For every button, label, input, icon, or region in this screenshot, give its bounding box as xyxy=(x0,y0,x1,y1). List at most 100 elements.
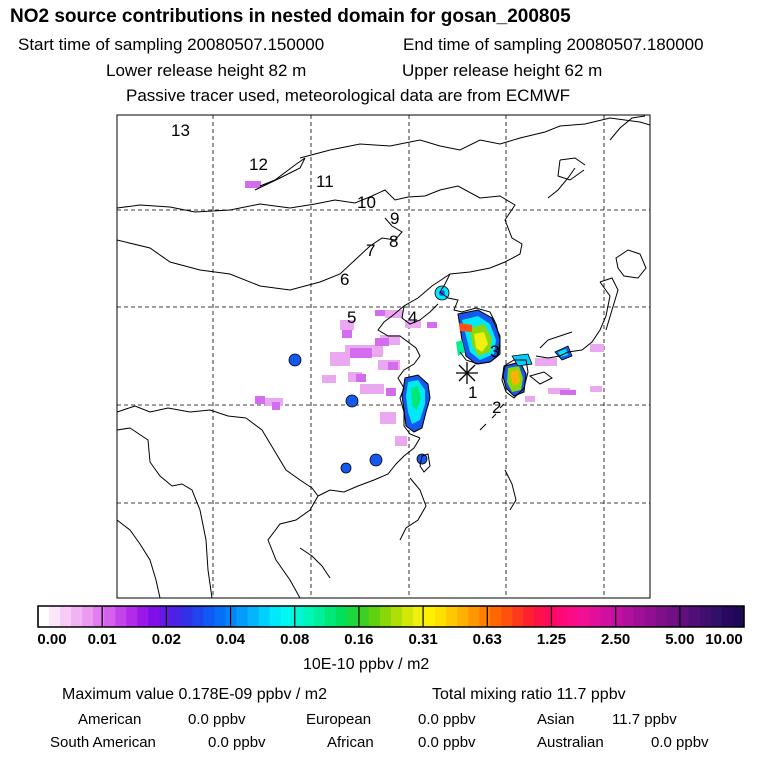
american-label: American xyxy=(78,711,142,728)
colorbar-swatch xyxy=(633,606,646,627)
colorbar-tick-label: 0.63 xyxy=(472,631,502,648)
colorbar-swatch xyxy=(203,606,215,627)
colorbar-swatch xyxy=(236,606,248,627)
source-contribution-plumes xyxy=(245,181,604,474)
traj-label-4: 4 xyxy=(408,308,417,327)
colorbar-tick-label: 5.00 xyxy=(665,631,695,648)
european-label: European xyxy=(306,711,372,728)
total-mixing-ratio: Total mixing ratio 11.7 ppbv xyxy=(432,686,626,703)
start-time: Start time of sampling 20080507.150000 xyxy=(18,35,325,54)
colorbar-tick-label: 0.01 xyxy=(87,631,117,648)
traj-label-13: 13 xyxy=(171,121,190,140)
colorbar-swatch xyxy=(644,606,657,627)
colorbar-swatch xyxy=(93,606,105,627)
colorbar-swatch xyxy=(710,606,723,627)
colorbar-swatch xyxy=(446,606,458,627)
lower-release-height: Lower release height 82 m xyxy=(106,61,307,80)
colorbar-tick-label: 2.50 xyxy=(601,631,631,648)
traj-label-2: 2 xyxy=(492,398,501,417)
colorbar-tick-label: 1.25 xyxy=(536,631,567,648)
colorbar-swatch xyxy=(556,606,568,627)
colorbar-swatch xyxy=(666,606,679,627)
colorbar-swatch xyxy=(49,606,61,627)
colorbar-swatch xyxy=(269,606,282,627)
colorbar-swatch xyxy=(82,606,94,627)
colorbar-swatch xyxy=(457,606,469,627)
colorbar-swatch xyxy=(732,606,745,627)
south-american-value: 0.0 ppbv xyxy=(208,734,266,751)
colorbar-swatch xyxy=(148,606,160,627)
colorbar-swatch xyxy=(523,606,535,627)
colorbar-swatch xyxy=(688,606,701,627)
colorbar-swatch xyxy=(721,606,734,627)
european-value: 0.0 ppbv xyxy=(418,711,476,728)
colorbar-swatch xyxy=(600,606,613,627)
colorbar-swatch xyxy=(622,606,635,627)
colorbar-swatch xyxy=(391,606,403,627)
colorbar-swatch xyxy=(214,606,226,627)
traj-label-1: 1 xyxy=(468,383,477,402)
colorbar-tick-label: 0.02 xyxy=(151,631,181,648)
data-source-note: Passive tracer used, meteorological data… xyxy=(126,86,571,105)
colorbar-swatch xyxy=(699,606,712,627)
colorbar-swatch xyxy=(335,606,348,627)
colorbar-swatch xyxy=(501,606,513,627)
african-value: 0.0 ppbv xyxy=(418,734,476,751)
maximum-value: Maximum value 0.178E-09 ppbv / m2 xyxy=(62,686,328,703)
colorbar-swatch xyxy=(379,606,392,627)
traj-label-8: 8 xyxy=(389,232,398,251)
colorbar-swatch xyxy=(38,606,50,627)
traj-label-10: 10 xyxy=(357,193,376,212)
colorbar-swatch xyxy=(611,606,624,627)
colorbar-swatch xyxy=(225,606,237,627)
colorbar-swatch xyxy=(490,606,502,627)
colorbar-swatch xyxy=(567,606,579,627)
colorbar-swatch xyxy=(424,606,436,627)
colorbar xyxy=(37,605,745,628)
colorbar-swatch xyxy=(258,606,271,627)
plot-title: NO2 source contributions in nested domai… xyxy=(10,6,571,27)
colorbar-swatch xyxy=(324,606,337,627)
colorbar-tick-label: 0.31 xyxy=(408,631,438,648)
colorbar-swatch xyxy=(104,606,116,627)
colorbar-swatch xyxy=(468,606,480,627)
colorbar-swatch xyxy=(115,606,127,627)
colorbar-swatch xyxy=(159,606,171,627)
colorbar-swatch xyxy=(413,606,425,627)
colorbar-swatch xyxy=(346,606,359,627)
american-value: 0.0 ppbv xyxy=(188,711,246,728)
colorbar-swatch xyxy=(302,606,315,627)
upper-release-height: Upper release height 62 m xyxy=(402,61,603,80)
colorbar-swatch xyxy=(512,606,524,627)
colorbar-swatch xyxy=(589,606,601,627)
traj-label-7: 7 xyxy=(366,241,375,260)
asian-label: Asian xyxy=(537,711,575,728)
coastlines xyxy=(117,115,650,598)
colorbar-swatch xyxy=(479,606,491,627)
colorbar-swatch xyxy=(402,606,414,627)
colorbar-swatch xyxy=(313,606,326,627)
colorbar-swatch xyxy=(181,606,193,627)
colorbar-swatch xyxy=(677,606,690,627)
traj-label-11: 11 xyxy=(316,172,334,191)
traj-label-5: 5 xyxy=(347,308,356,327)
colorbar-tick-label: 0.04 xyxy=(215,631,246,648)
colorbar-swatch xyxy=(534,606,546,627)
traj-label-9: 9 xyxy=(390,209,399,228)
lat-lon-grid xyxy=(117,115,650,598)
colorbar-swatch xyxy=(357,606,370,627)
colorbar-swatch xyxy=(291,606,304,627)
colorbar-unit: 10E-10 ppbv / m2 xyxy=(303,656,430,673)
colorbar-swatch xyxy=(280,606,293,627)
colorbar-frame xyxy=(37,605,745,628)
colorbar-tick-label: 10.00 xyxy=(705,631,743,648)
colorbar-swatch xyxy=(655,606,668,627)
traj-label-6: 6 xyxy=(340,270,349,289)
south-american-label: South American xyxy=(50,734,156,751)
colorbar-swatch xyxy=(435,606,447,627)
colorbar-tick-label: 0.16 xyxy=(344,631,374,648)
colorbar-swatch xyxy=(60,606,72,627)
colorbar-swatch xyxy=(578,606,590,627)
asian-value: 11.7 ppbv xyxy=(612,711,677,728)
colorbar-swatch xyxy=(247,606,260,627)
